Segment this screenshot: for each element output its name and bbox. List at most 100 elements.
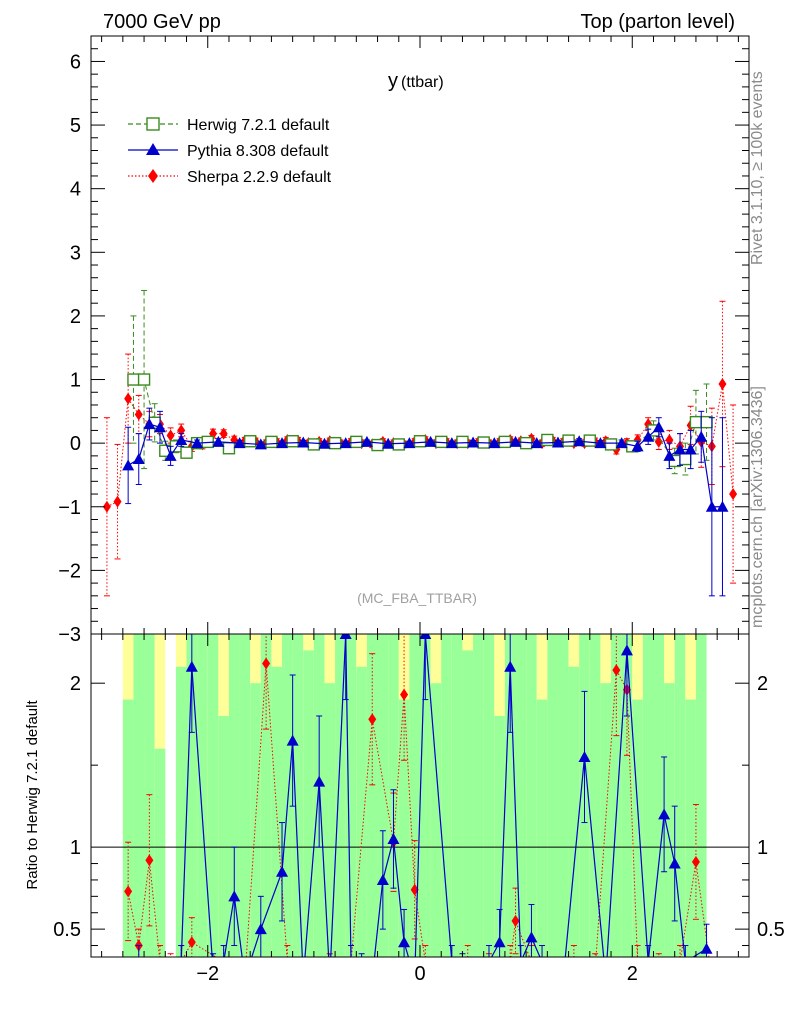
data-point-triangle — [716, 500, 729, 512]
data-point-triangle — [286, 734, 299, 746]
data-point-triangle — [297, 436, 310, 448]
data-point-triangle — [339, 634, 352, 639]
data-point-diamond — [167, 964, 175, 976]
data-point-diamond — [102, 500, 111, 513]
rivet-label: Rivet 3.1.10, ≥ 100k events — [749, 71, 766, 265]
band-green-bin — [515, 634, 527, 957]
ratio-y-tick-label-right: 1 — [757, 837, 768, 859]
data-point-square — [371, 438, 384, 452]
ratio-y-tick-label: 1 — [70, 837, 81, 859]
ratio-ylabel: Ratio to Herwig 7.2.1 default — [24, 700, 41, 890]
ratio-series — [124, 634, 716, 984]
data-point-diamond — [679, 955, 681, 957]
data-point-triangle — [451, 955, 453, 957]
data-point-triangle — [233, 437, 246, 449]
data-point-square — [243, 435, 257, 448]
data-point-diamond — [591, 964, 599, 976]
data-point-diamond — [219, 427, 228, 440]
data-point-triangle — [488, 437, 501, 449]
data-point-square — [392, 438, 405, 451]
data-point-square — [180, 446, 193, 459]
data-point-triangle — [695, 430, 708, 442]
data-point-triangle — [398, 936, 411, 948]
legend-label-pythia: Pythia 8.308 default — [187, 143, 329, 160]
data-point-triangle — [180, 955, 182, 957]
data-point-triangle — [705, 500, 718, 512]
data-point-diamond — [708, 972, 716, 984]
data-point-triangle — [403, 437, 416, 449]
data-point-square — [456, 435, 469, 449]
band-green-bin — [324, 683, 336, 957]
band-green-bin — [154, 748, 166, 957]
band-green-bin — [377, 634, 389, 957]
band-green-bin — [186, 634, 198, 957]
band-green-bin — [473, 634, 484, 957]
data-point-triangle — [212, 435, 225, 447]
data-point-triangle — [350, 955, 352, 957]
data-point-diamond — [612, 664, 621, 677]
band-green-bin — [430, 683, 442, 957]
y-tick-label: 1 — [70, 370, 81, 392]
band-green-bin — [441, 634, 452, 957]
series-line — [133, 379, 707, 462]
data-point-triangle — [138, 955, 140, 957]
band-green-bin — [356, 666, 367, 957]
data-point-diamond — [729, 488, 738, 501]
y-tick-label: 2 — [70, 306, 81, 328]
band-green-bin — [335, 634, 346, 957]
band-green-bin — [197, 634, 208, 957]
band-green-bin — [526, 634, 537, 957]
data-point-diamond — [326, 964, 334, 976]
header-right: Top (parton level) — [580, 11, 735, 33]
axis-tick-labels: −3 −2 −1 0 1 2 3 4 5 6 0.5 0.5 1 1 2 2 −2 0 2 — [53, 51, 785, 985]
mcplots-label: mcplots.cern.ch [arXiv:1306.3436] — [749, 386, 766, 628]
band-green-bin — [504, 634, 516, 957]
band-green-bin — [239, 634, 251, 957]
data-point-triangle — [228, 890, 241, 902]
data-point-triangle — [530, 437, 543, 449]
data-point-square — [222, 442, 236, 455]
data-point-triangle — [578, 750, 591, 762]
data-point-square — [700, 415, 713, 429]
data-point-triangle — [339, 437, 352, 449]
x-tick-label: 2 — [627, 963, 638, 985]
band-green-bin — [674, 634, 686, 957]
data-point-square — [413, 435, 427, 448]
band-green-bin — [462, 650, 474, 957]
header-left: 7000 GeV pp — [103, 11, 221, 33]
band-green-bin — [345, 634, 357, 957]
data-point-diamond — [443, 972, 451, 984]
data-point-diamond — [400, 688, 409, 701]
band-green-bin — [600, 683, 612, 957]
band-green-bin — [228, 634, 240, 957]
data-point-diamond — [159, 955, 161, 957]
data-point-diamond — [222, 955, 225, 957]
data-point-triangle — [276, 437, 289, 449]
data-point-triangle — [509, 435, 522, 447]
data-point-diamond — [655, 964, 663, 976]
data-point-triangle — [424, 435, 437, 447]
data-point-triangle — [594, 437, 607, 449]
band-green-bin — [642, 634, 654, 957]
x-tick-label: −2 — [196, 963, 219, 985]
band-green-bin — [398, 699, 410, 957]
ratio-y-tick-label: 0.5 — [53, 919, 81, 941]
band-green-bin — [494, 715, 505, 957]
y-tick-label: 4 — [70, 179, 81, 201]
series-line — [127, 663, 710, 957]
ratio-y-tick-label-right: 0.5 — [757, 919, 785, 941]
band-green-bin — [483, 634, 495, 957]
band-green-bin — [218, 715, 229, 957]
data-point-triangle — [472, 972, 484, 983]
data-point-diamond — [134, 408, 143, 421]
y-tick-label: 3 — [70, 242, 81, 264]
data-point-triangle — [376, 873, 389, 885]
data-point-triangle — [164, 449, 177, 461]
data-point-triangle — [504, 660, 517, 672]
data-point-triangle — [620, 644, 633, 656]
data-point-triangle — [254, 923, 267, 935]
data-point-diamond — [718, 377, 727, 390]
main-series — [102, 289, 738, 597]
data-point-triangle — [658, 808, 671, 820]
